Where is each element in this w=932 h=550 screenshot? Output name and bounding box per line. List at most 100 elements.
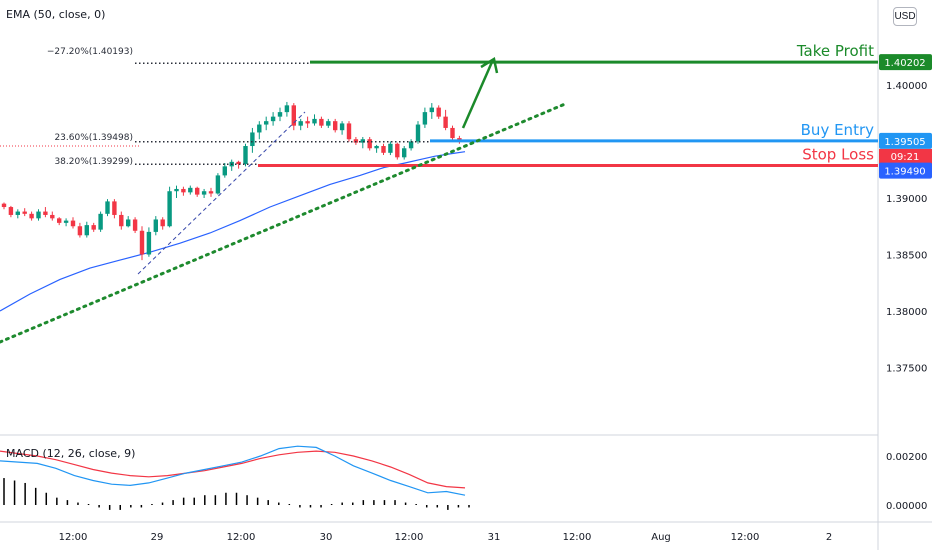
candle-down — [208, 191, 214, 194]
candle-down — [8, 207, 14, 215]
candle-up — [84, 225, 89, 236]
candle-down — [319, 118, 324, 126]
target-arrow — [461, 61, 494, 129]
candle-up — [415, 124, 421, 142]
candle-up — [126, 219, 131, 227]
level-price-tag — [879, 54, 932, 71]
candle-down — [181, 188, 186, 193]
level-price-label: 1.39505 — [884, 137, 925, 148]
candle-up — [264, 121, 269, 125]
x-tick-label: 31 — [488, 532, 501, 543]
macd-line — [0, 445, 466, 496]
candle-up — [15, 211, 20, 215]
candle-up — [98, 213, 103, 230]
candle-up — [250, 132, 255, 147]
candle-down — [305, 121, 310, 124]
ema-indicator-label[interactable]: EMA (50, close, 0) — [6, 8, 106, 21]
candle-up — [429, 107, 434, 113]
ema-line — [0, 151, 466, 312]
currency-badge[interactable]: USD — [893, 7, 917, 26]
x-tick-label: 12:00 — [395, 532, 424, 543]
level-price-tag — [879, 132, 932, 149]
level-title-stop-loss: Stop Loss — [802, 145, 874, 163]
candle-up — [360, 139, 365, 143]
macd-signal-line — [0, 450, 466, 489]
candle-down — [91, 225, 96, 230]
candle-down — [57, 218, 62, 223]
candle-up — [277, 112, 283, 117]
candle-up — [374, 146, 379, 149]
candle-up — [422, 112, 428, 125]
candle-up — [188, 187, 193, 193]
level-title-take-profit: Take Profit — [796, 42, 874, 60]
countdown-tag — [879, 148, 932, 163]
x-tick-label: 29 — [151, 532, 164, 543]
candle-down — [50, 214, 55, 219]
candle-down — [160, 219, 165, 227]
candle-down — [22, 211, 27, 214]
candle-up — [105, 201, 110, 214]
price-levels: Take Profit 1.40202 Buy Entry 1.39505 Stop L… — [258, 42, 932, 179]
x-tick-label: 12:00 — [227, 532, 256, 543]
candle-up — [408, 141, 414, 149]
candle-down — [43, 211, 48, 215]
x-tick-label: 12:00 — [563, 532, 592, 543]
x-tick-label: 12:00 — [59, 532, 88, 543]
candle-down — [1, 203, 7, 208]
candle-down — [112, 201, 117, 215]
ema-price-label: 1.39490 — [884, 167, 925, 178]
candle-up — [146, 231, 152, 255]
x-tick-label: Aug — [651, 532, 671, 543]
ema-50-line — [0, 151, 466, 312]
candle-down — [367, 139, 372, 149]
candle-up — [63, 220, 69, 223]
candle-down — [291, 105, 296, 126]
candle-up — [312, 118, 317, 124]
y-tick-label: 1.38500 — [886, 251, 927, 262]
y-tick-label: 1.39000 — [886, 194, 927, 205]
macd-pane — [0, 445, 470, 510]
candle-down — [195, 187, 200, 195]
candle-up — [284, 105, 290, 113]
candle-down — [395, 143, 400, 158]
x-tick-label: 12:00 — [731, 532, 760, 543]
candle-up — [243, 146, 248, 165]
candle-up — [298, 121, 303, 126]
y-tick-label: 1.40000 — [886, 81, 927, 92]
candle-up — [153, 219, 158, 232]
candle-down — [236, 161, 241, 165]
candle-down — [70, 220, 76, 227]
candle-up — [167, 191, 172, 227]
candle-down — [346, 123, 352, 140]
candle-up — [339, 123, 345, 131]
candle-down — [119, 214, 124, 227]
candle-up — [215, 175, 221, 194]
target-arrowhead — [480, 57, 499, 74]
candlestick-series — [1, 101, 462, 261]
trendline — [0, 102, 567, 344]
candle-up — [270, 116, 276, 122]
fib-level-label: 23.60%(1.39498) — [54, 133, 133, 143]
candle-up — [402, 148, 407, 158]
annotations: −27.20%(1.40193) 23.60%(1.39498) 38.20%(1.… — [0, 47, 567, 344]
candle-up — [201, 191, 207, 195]
level-title-buy-entry: Buy Entry — [801, 121, 874, 139]
fib-connector — [137, 111, 306, 275]
x-tick-label: 2 — [826, 532, 832, 543]
y-tick-label: 1.38000 — [886, 307, 927, 318]
macd-indicator-label[interactable]: MACD (12, 26, close, 9) — [6, 447, 136, 460]
candle-up — [174, 188, 179, 192]
level-price-label: 1.40202 — [884, 58, 925, 69]
x-tick-label: 30 — [320, 532, 333, 543]
candle-down — [353, 139, 359, 143]
candle-up — [257, 124, 262, 133]
axes: 1.40000 1.39000 1.38500 1.38000 1.37500 0.002… — [59, 81, 928, 543]
ema-price-tag — [879, 162, 932, 179]
candle-up — [326, 121, 331, 126]
macd-tick-label: 0.00000 — [886, 501, 927, 512]
candle-up — [222, 166, 227, 176]
candle-down — [77, 226, 83, 236]
fib-level-label: −27.20%(1.40193) — [47, 47, 133, 57]
